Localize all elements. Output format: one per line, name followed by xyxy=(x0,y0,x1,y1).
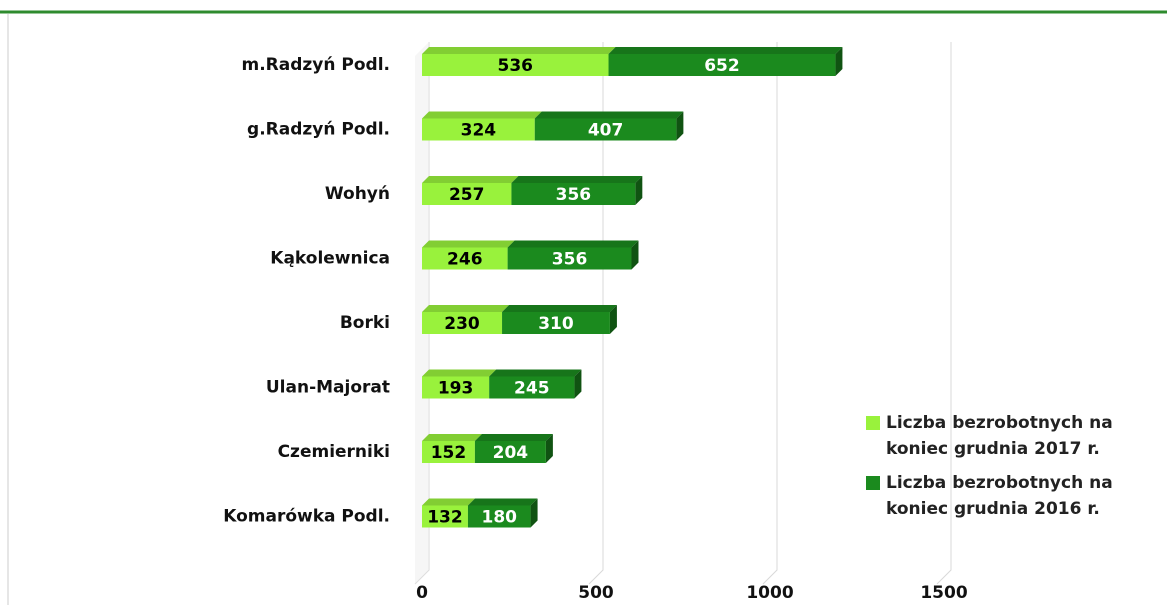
bar xyxy=(422,118,535,141)
bar xyxy=(507,247,632,270)
bar-side xyxy=(609,305,617,334)
data-label: 257 xyxy=(449,185,485,205)
data-label: 152 xyxy=(431,443,467,463)
data-label: 310 xyxy=(538,314,574,334)
bar xyxy=(489,376,575,399)
y-tick-label: Borki xyxy=(340,313,390,333)
bar-top xyxy=(422,369,497,377)
bar-side xyxy=(676,111,684,141)
bar-top xyxy=(507,240,639,248)
bar xyxy=(422,505,468,528)
data-label: 407 xyxy=(588,121,624,141)
bar-side xyxy=(574,369,582,399)
data-label: 536 xyxy=(498,56,534,76)
bar-side xyxy=(545,434,553,463)
bar-top xyxy=(422,111,542,119)
x-tick-label: 1500 xyxy=(920,583,967,603)
bar xyxy=(422,247,508,270)
legend-label: Liczba bezrobotnych na koniec grudnia 20… xyxy=(886,413,1113,459)
y-tick-label: Ulan-Majorat xyxy=(266,378,390,398)
bar xyxy=(511,183,636,205)
data-label: 132 xyxy=(427,508,463,528)
bar-top xyxy=(422,240,515,248)
bar xyxy=(422,441,475,463)
grid-line xyxy=(762,42,778,585)
bar-top xyxy=(422,498,475,506)
grid-line xyxy=(936,42,952,585)
data-label: 246 xyxy=(447,250,483,270)
y-tick-label: Komarówka Podl. xyxy=(223,507,390,527)
legend-swatch xyxy=(866,416,880,430)
bar xyxy=(422,312,503,334)
bar xyxy=(608,54,836,76)
data-label: 204 xyxy=(493,443,529,463)
legend-label: Liczba bezrobotnych na koniec grudnia 20… xyxy=(886,473,1113,519)
data-label: 180 xyxy=(482,508,518,528)
bar-top xyxy=(489,369,582,377)
y-tick-label: m.Radzyń Podl. xyxy=(242,55,391,75)
y-tick-label: Wohyń xyxy=(325,184,390,204)
bar xyxy=(422,183,512,205)
bar-side xyxy=(530,498,538,528)
bar-top xyxy=(467,498,538,506)
data-label: 652 xyxy=(704,56,740,76)
data-label: 324 xyxy=(461,121,497,141)
bar xyxy=(502,312,610,334)
x-tick-label: 1000 xyxy=(746,583,793,603)
bar-top xyxy=(511,176,643,183)
bar xyxy=(422,376,490,399)
y-tick-label: Kąkolewnica xyxy=(270,249,390,269)
bar-top xyxy=(422,434,482,441)
bar-side xyxy=(635,176,643,205)
bar xyxy=(534,118,677,141)
bar-side xyxy=(835,47,843,76)
bar-top xyxy=(422,176,519,183)
bar-side xyxy=(631,240,639,270)
grid-line xyxy=(588,42,604,585)
y-tick-label: Czemierniki xyxy=(278,442,390,462)
bar-top xyxy=(422,47,616,54)
bar-top xyxy=(502,305,617,312)
y-tick-label: g.Radzyń Podl. xyxy=(247,120,390,140)
bar-top xyxy=(474,434,553,441)
x-tick-label: 500 xyxy=(578,583,614,603)
data-label: 230 xyxy=(444,314,480,334)
legend-swatch xyxy=(866,476,880,490)
data-label: 356 xyxy=(552,250,588,270)
data-label: 356 xyxy=(556,185,592,205)
bar-top xyxy=(534,111,684,119)
x-tick-label: 0 xyxy=(416,583,428,603)
data-label: 193 xyxy=(438,379,474,399)
bar xyxy=(422,54,609,76)
bar xyxy=(474,441,546,463)
data-label: 245 xyxy=(514,379,550,399)
bar-top xyxy=(422,305,510,312)
bar xyxy=(467,505,531,528)
bar-top xyxy=(608,47,843,54)
